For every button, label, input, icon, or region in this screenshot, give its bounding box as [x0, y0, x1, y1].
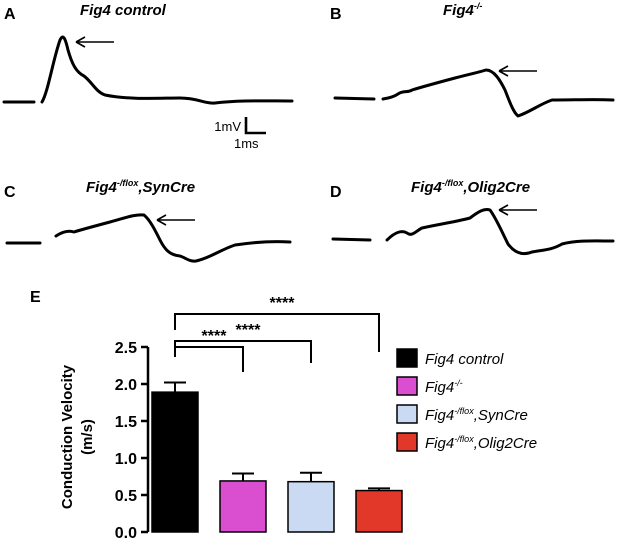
legend-entry: Fig4-/-: [425, 378, 463, 396]
scale-bar: [244, 117, 266, 135]
trace-c: [5, 213, 292, 263]
significance-label: ****: [202, 328, 228, 345]
y-tick-label: 2.5: [115, 340, 137, 357]
panel-letter-d: D: [330, 184, 342, 201]
y-tick-label: 0.0: [115, 525, 137, 538]
trace-d: [331, 208, 615, 256]
legend: Fig4 control Fig4-/- Fig4-/flox,SynCre Fig4…: [396, 348, 537, 452]
panel-b-title: Fig4-/-: [443, 1, 482, 19]
significance-label: ****: [270, 295, 296, 312]
trace-a: [2, 35, 294, 105]
y-tick-label: 1.0: [115, 451, 137, 468]
scale-time-label: 1ms: [234, 136, 259, 151]
legend-swatch: [396, 404, 418, 424]
arrow-d: [498, 204, 537, 216]
y-axis: 0.0 0.5 1.0 1.5 2.0 2.5: [115, 340, 150, 538]
panel-letter-b: B: [330, 6, 342, 23]
panel-letter-c: C: [4, 184, 16, 201]
panel-letter-e: E: [30, 289, 41, 306]
significance-label: ****: [236, 322, 262, 339]
legend-entry: Fig4-/flox,SynCre: [425, 406, 528, 424]
y-tick-label: 2.0: [115, 377, 137, 394]
y-axis-label: Conduction Velocity (m/s): [59, 364, 96, 509]
legend-swatch: [396, 432, 418, 452]
arrow-c: [156, 214, 195, 226]
significance-bracket: [174, 346, 244, 372]
bar: [151, 391, 199, 533]
bar: [219, 480, 267, 533]
y-axis-label-line2: (m/s): [79, 419, 96, 455]
legend-entry: Fig4 control: [425, 351, 504, 368]
y-axis-label-line1: Conduction Velocity: [59, 364, 76, 509]
panel-letter-a: A: [4, 6, 16, 23]
legend-entry: Fig4-/flox,Olig2Cre: [425, 434, 537, 452]
y-tick-label: 1.5: [115, 414, 137, 431]
y-tick-label: 0.5: [115, 488, 137, 505]
significance-bracket: [174, 340, 312, 363]
arrow-b: [498, 65, 537, 77]
panel-c-title: Fig4-/flox,SynCre: [86, 178, 195, 196]
significance-brackets: **** **** ****: [174, 295, 380, 372]
arrow-a: [75, 36, 114, 48]
significance-bracket: [174, 313, 380, 352]
legend-swatch: [396, 348, 418, 368]
bar: [287, 480, 335, 533]
legend-swatch: [396, 376, 418, 396]
bars: [151, 381, 403, 533]
panel-a-title: Fig4 control: [80, 2, 167, 19]
bar: [355, 489, 403, 533]
panel-d-title: Fig4-/flox,Olig2Cre: [411, 178, 530, 196]
trace-b: [333, 68, 615, 118]
scale-voltage-label: 1mV: [214, 119, 241, 134]
